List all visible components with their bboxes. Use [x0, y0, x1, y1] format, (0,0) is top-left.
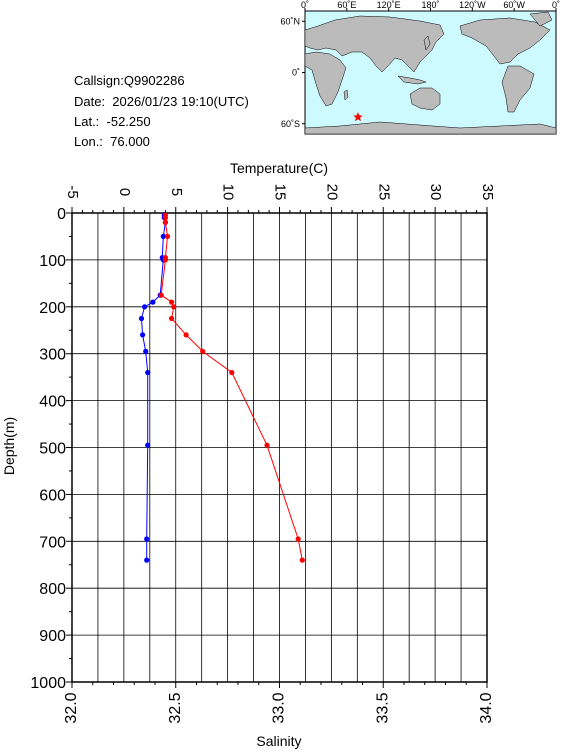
depth-tick-label: 100	[39, 253, 66, 270]
temperature-line	[140, 215, 166, 561]
depth-tick-label: 800	[39, 581, 66, 598]
chart-grid	[72, 213, 487, 682]
temperature-tick-labels: -5 0 5 10 15 20 25 30 35	[64, 184, 496, 201]
salinity-point	[162, 257, 168, 263]
salinity-point	[162, 215, 168, 221]
temperature-point	[144, 557, 150, 563]
antarctica-landmass	[304, 121, 557, 135]
depth-tick-label: 300	[39, 347, 66, 364]
map-lon-label: 120˚E	[377, 0, 401, 10]
temperature-axis-title: Temperature(C)	[230, 160, 328, 176]
eurasia-landmass	[304, 15, 445, 73]
temperature-tick-label: 30	[427, 184, 444, 201]
temperature-point	[142, 304, 148, 310]
salinity-point	[299, 557, 305, 563]
map-lon-label: 120˚W	[459, 0, 486, 10]
salinity-point	[229, 369, 235, 376]
salinity-tick-label: 33.0	[271, 692, 288, 723]
map-lon-label: 180˚	[421, 0, 439, 10]
salinity-point	[158, 292, 164, 298]
depth-tick-label: 400	[39, 394, 66, 411]
indonesia-landmass	[397, 75, 427, 85]
temperature-tick-label: 35	[479, 184, 496, 201]
salinity-point	[169, 315, 175, 322]
salinity-point	[171, 304, 177, 310]
salinity-series	[158, 212, 305, 563]
map-lon-label: 0˚	[301, 0, 309, 10]
depth-tick-label: 900	[39, 628, 66, 645]
temperature-point	[143, 348, 149, 354]
map-land	[304, 11, 557, 135]
depth-tick-label: 1000	[30, 675, 66, 692]
temperature-tick-label: 15	[272, 184, 289, 201]
salinity-point	[164, 233, 171, 239]
salinity-tick-label: 34.0	[478, 692, 495, 723]
depth-tick-label: 200	[39, 300, 66, 317]
temperature-point	[144, 536, 150, 542]
depth-tick-labels: 0 100 200 300 400 500 600 700 800 900 1000	[30, 206, 66, 692]
temperature-tick-label: -5	[64, 185, 81, 198]
depth-tick-label: 700	[39, 534, 66, 551]
series-layer	[138, 212, 305, 563]
temperature-point	[140, 332, 146, 338]
temperature-point	[160, 233, 166, 239]
salinity-point	[295, 536, 301, 542]
location-map: 0˚ 60˚E 120˚E 180˚ 120˚W 60˚W 0˚ 60˚N0˚60˚S	[280, 0, 560, 135]
africa-landmass	[304, 51, 347, 107]
temperature-series	[138, 212, 168, 563]
salinity-line	[160, 215, 303, 561]
madagascar-landmass	[343, 89, 349, 101]
salinity-tick-label: 32.0	[63, 692, 80, 723]
salinity-point	[264, 442, 270, 448]
map-lat-label: 0˚	[292, 68, 300, 78]
salinity-tick-labels: 32.0 32.5 33.0 33.5 34.0	[63, 692, 495, 723]
axis-ticks	[66, 207, 488, 688]
temperature-point	[150, 299, 156, 305]
salinity-tick-label: 32.5	[167, 692, 184, 723]
depth-axis-title: Depth(m)	[1, 417, 17, 475]
latitude-label: Lat.: -52.250	[74, 114, 151, 129]
map-lon-label: 60˚E	[337, 0, 356, 10]
salinity-point	[183, 332, 189, 338]
temperature-tick-label: 0	[116, 188, 133, 196]
map-latitude-labels: 60˚N 0˚ 60˚S	[280, 16, 300, 129]
depth-tick-label: 600	[39, 487, 66, 504]
map-lat-label: 60˚N	[280, 16, 300, 26]
salinity-axis-title: Salinity	[256, 733, 301, 749]
date-label: Date: 2026/01/23 19:10(UTC)	[74, 94, 249, 109]
callsign-label: Callsign:Q9902286	[74, 73, 185, 88]
south-america-landmass	[501, 65, 535, 113]
salinity-point	[169, 299, 175, 305]
map-lon-label: 0˚	[552, 0, 560, 10]
greenland-landmass	[529, 11, 553, 27]
longitude-label: Lon.: 76.000	[74, 134, 150, 149]
temperature-tick-label: 20	[323, 184, 340, 201]
temperature-tick-label: 10	[220, 184, 237, 201]
australia-landmass	[409, 87, 441, 111]
map-longitude-labels: 0˚ 60˚E 120˚E 180˚ 120˚W 60˚W 0˚	[301, 0, 560, 10]
temperature-point	[145, 442, 151, 448]
temperature-point	[145, 369, 151, 376]
depth-tick-label: 500	[39, 441, 66, 458]
salinity-point	[162, 219, 168, 225]
north-america-landmass	[459, 17, 551, 65]
salinity-tick-label: 33.5	[374, 692, 391, 723]
salinity-point	[200, 348, 206, 354]
map-lat-label: 60˚S	[281, 119, 300, 129]
station-star-icon	[353, 112, 363, 122]
temperature-tick-label: 5	[168, 188, 185, 196]
temperature-point	[138, 315, 145, 322]
japan-landmass	[423, 35, 431, 51]
map-lon-label: 60˚W	[503, 0, 525, 10]
depth-tick-label: 0	[57, 206, 66, 223]
temperature-tick-label: 25	[375, 184, 392, 201]
